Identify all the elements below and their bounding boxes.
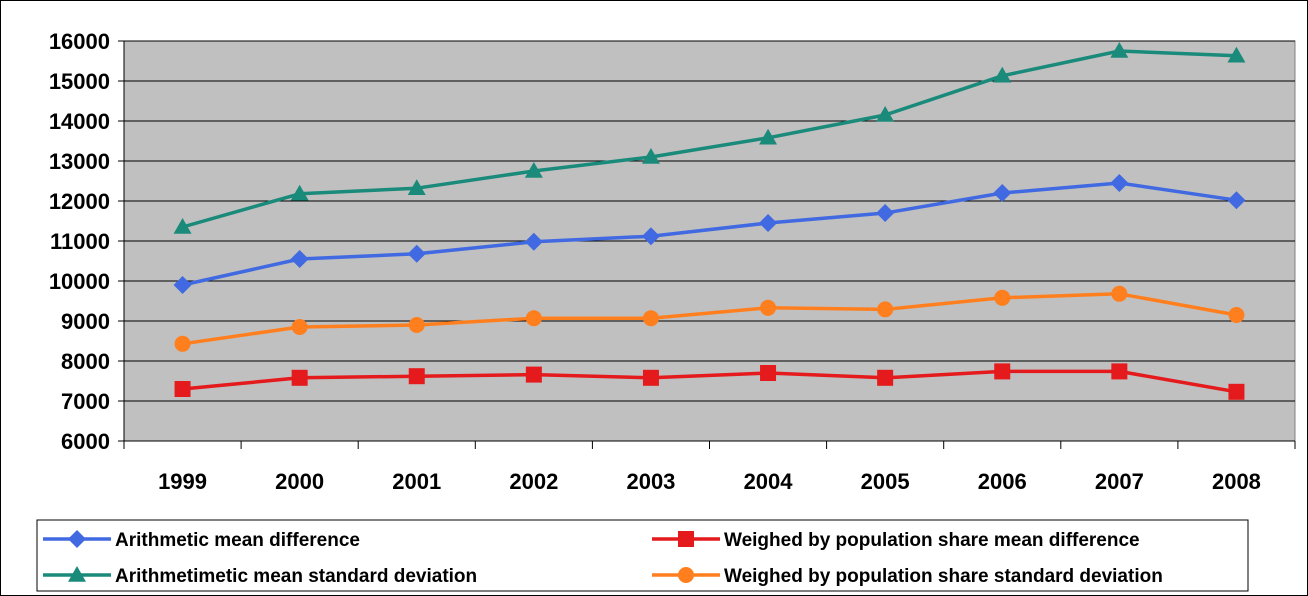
data-point [1228, 383, 1245, 400]
legend-marker [68, 566, 86, 582]
legend-item: Weighed by population share standard dev… [652, 566, 1163, 587]
data-point [760, 299, 777, 316]
data-point [1111, 285, 1128, 302]
data-point [524, 232, 543, 251]
data-point [642, 310, 659, 327]
series-line [182, 181, 1237, 287]
data-point [877, 301, 894, 318]
legend-marker [678, 531, 694, 547]
data-point [993, 184, 1012, 202]
y-tick-label: 13000 [49, 149, 110, 174]
data-point [525, 310, 542, 327]
legend-label: Arithmetimetic mean standard deviation [115, 566, 477, 587]
data-point [525, 366, 542, 383]
data-point [407, 244, 426, 263]
data-point [641, 148, 660, 164]
legend-label: Weighed by population share standard dev… [724, 566, 1163, 587]
legend-box [36, 519, 1249, 592]
data-point [759, 128, 778, 145]
data-point [1227, 191, 1246, 210]
data-point [642, 369, 659, 386]
data-point [1111, 363, 1128, 380]
data-point [408, 368, 425, 385]
data-point [641, 227, 660, 246]
series-line [182, 292, 1237, 346]
legend: Arithmetic mean difference Weighed by pop… [36, 519, 1249, 592]
y-tick-label: 9000 [61, 309, 110, 334]
x-tick-label: 2004 [744, 469, 794, 494]
data-point [291, 369, 308, 386]
series-2 [174, 363, 1245, 400]
series-line [182, 49, 1237, 229]
legend-marker [68, 530, 86, 548]
data-point [1227, 46, 1246, 63]
gridlines [124, 40, 1295, 402]
data-point [759, 214, 778, 232]
y-tick-label: 12000 [49, 189, 110, 214]
data-point [876, 106, 895, 122]
data-point [1110, 174, 1129, 192]
data-point [877, 369, 894, 386]
x-axis-ticks: 1999 2000 2001 2002 2003 2004 2005 2006 2007 2008 [123, 441, 1296, 494]
legend-label: Arithmetic mean difference [115, 530, 360, 551]
data-point [291, 319, 308, 335]
x-tick-label: 2006 [978, 469, 1027, 494]
data-point [1228, 307, 1245, 323]
legend-marker [678, 567, 694, 583]
y-axis-ticks: 6000 7000 8000 9000 10000 11000 12000 13000 1400… [49, 29, 124, 454]
data-point [174, 381, 191, 397]
x-tick-label: 2005 [861, 469, 910, 494]
y-tick-label: 14000 [49, 109, 110, 134]
y-tick-label: 8000 [61, 349, 110, 374]
y-tick-label: 7000 [61, 389, 110, 414]
data-point [174, 335, 191, 352]
legend-item: Arithmetimetic mean standard deviation [43, 566, 477, 587]
data-point [760, 365, 777, 381]
data-point [290, 184, 309, 201]
data-point [993, 66, 1012, 83]
x-tick-label: 2000 [275, 469, 324, 494]
x-tick-label: 2001 [392, 469, 441, 494]
series-3 [173, 42, 1246, 234]
data-point [173, 218, 192, 234]
data-point [876, 204, 895, 222]
data-point [408, 317, 425, 333]
series-line [182, 369, 1237, 394]
data-point [1110, 42, 1129, 58]
data-point [994, 363, 1011, 380]
y-tick-label: 11000 [50, 229, 110, 254]
series-1 [173, 174, 1246, 294]
y-tick-label: 10000 [49, 269, 110, 294]
legend-item: Arithmetic mean difference [43, 530, 360, 551]
data-point [407, 179, 426, 195]
legend-label: Weighed by population share mean differe… [724, 530, 1140, 551]
y-tick-label: 6000 [61, 429, 110, 454]
x-tick-label: 2007 [1095, 469, 1144, 494]
series-group [173, 42, 1246, 400]
x-tick-label: 2002 [509, 469, 558, 494]
data-point [173, 276, 192, 294]
legend-item: Weighed by population share mean differe… [652, 530, 1140, 551]
x-tick-label: 2003 [626, 469, 675, 494]
x-tick-label: 1999 [158, 469, 207, 494]
data-point [994, 289, 1011, 306]
y-tick-label: 16000 [49, 29, 110, 54]
series-4 [174, 285, 1245, 352]
data-point [524, 162, 543, 178]
data-point [290, 250, 309, 268]
y-tick-label: 15000 [49, 69, 110, 94]
x-tick-label: 2008 [1212, 469, 1261, 494]
